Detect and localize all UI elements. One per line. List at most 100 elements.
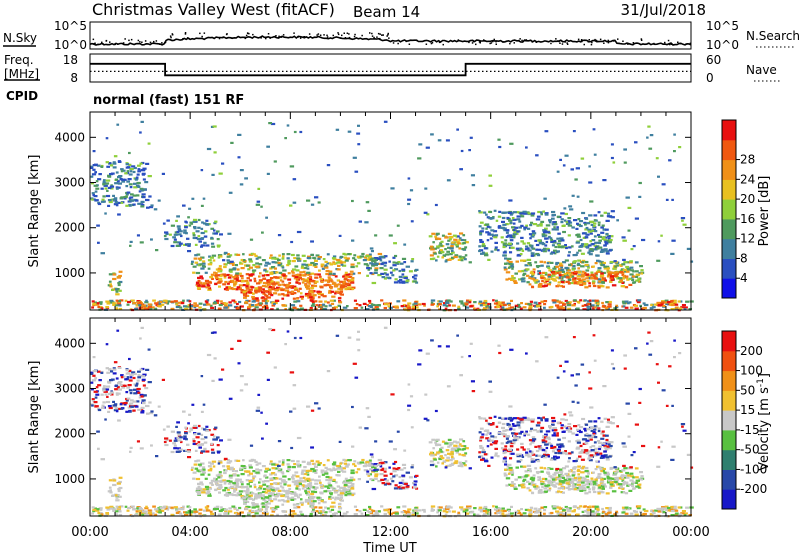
velocity-cell	[293, 498, 297, 501]
power-cell	[588, 214, 593, 217]
power-cell	[105, 306, 109, 309]
velocity-cell	[374, 464, 378, 467]
noise-right-tick-low: 10^0	[706, 38, 739, 52]
power-cell	[268, 288, 272, 292]
power-cell	[544, 227, 548, 230]
power-cell	[533, 279, 537, 282]
power-cell	[683, 308, 687, 311]
velocity-cell	[120, 384, 126, 387]
velocity-cell	[251, 510, 255, 513]
power-cell	[494, 246, 498, 249]
power-cell	[316, 290, 321, 293]
power-cell	[314, 276, 319, 279]
power-cell	[531, 286, 535, 289]
power-cell	[380, 262, 384, 266]
velocity-cell	[368, 505, 372, 509]
power-cell	[126, 303, 130, 306]
power-cell	[628, 283, 633, 286]
power-cell	[256, 200, 261, 203]
velocity-cell	[634, 513, 639, 516]
power-cell	[414, 300, 418, 304]
velocity-cell	[112, 368, 117, 371]
velocity-cell	[102, 389, 106, 392]
power-cell	[669, 302, 674, 305]
power-cell	[277, 261, 281, 264]
velocity-cell	[204, 485, 210, 488]
velocity-cell	[380, 478, 385, 481]
power-cell	[210, 242, 215, 245]
power-cell	[225, 288, 229, 291]
power-cell	[562, 230, 566, 234]
power-cell	[479, 240, 484, 243]
power-cell	[284, 308, 287, 311]
power-cell	[403, 243, 407, 246]
power-cell	[497, 249, 500, 252]
velocity-cell	[229, 476, 233, 479]
power-cell	[609, 277, 614, 280]
velocity-cell	[324, 506, 327, 509]
velocity-cell	[444, 442, 449, 445]
power-cell	[535, 218, 541, 221]
velocity-cell	[266, 487, 271, 490]
power-cell	[560, 277, 564, 280]
velocity-cell	[175, 509, 179, 512]
velocity-cell	[429, 451, 434, 454]
velocity-cell	[261, 480, 265, 483]
power-cell	[529, 271, 535, 274]
power-cell	[593, 244, 597, 247]
power-cell	[92, 302, 97, 305]
power-cell	[478, 302, 482, 305]
velocity-cell	[250, 458, 255, 461]
velocity-cell	[305, 469, 309, 472]
power-cell	[164, 301, 168, 304]
power-cell	[200, 231, 205, 235]
power-cell	[536, 215, 541, 218]
velocity-cell	[244, 507, 249, 510]
power-cell	[239, 261, 242, 264]
power-cell	[161, 172, 165, 175]
power-cell	[532, 223, 538, 226]
power-cell	[579, 283, 584, 286]
power-cell	[100, 165, 104, 168]
velocity-cell	[323, 490, 328, 493]
velocity-cell	[292, 503, 296, 506]
velocity-cell	[401, 474, 406, 477]
power-cell	[538, 302, 542, 305]
noise-point	[144, 40, 147, 42]
power-cell	[312, 280, 315, 283]
noise-point	[502, 41, 504, 43]
power-cell	[236, 253, 241, 256]
power-cell	[140, 161, 145, 165]
power-cell	[562, 303, 566, 306]
power-cell	[464, 246, 468, 249]
velocity-cell	[177, 439, 182, 442]
velocity-cell	[214, 488, 218, 492]
power-cell	[227, 253, 230, 256]
power-cell	[484, 254, 489, 257]
noise-point	[685, 43, 687, 45]
velocity-cell	[209, 467, 213, 470]
power-cell	[228, 191, 233, 194]
power-cell	[434, 237, 440, 240]
velocity-cell	[367, 474, 371, 477]
power-cell	[343, 277, 348, 281]
power-cell	[589, 248, 594, 251]
power-cell	[396, 224, 400, 227]
velocity-cell	[121, 386, 126, 389]
noise-point	[218, 37, 221, 40]
power-cell	[445, 139, 450, 142]
power-cell	[592, 226, 596, 229]
velocity-cell	[252, 477, 255, 480]
power-cell	[132, 302, 136, 305]
noise-point	[483, 40, 486, 42]
power-cell	[378, 304, 381, 307]
velocity-cell	[118, 381, 123, 384]
power-cell	[508, 260, 513, 264]
velocity-cell	[318, 511, 322, 514]
velocity-cell	[194, 467, 199, 470]
noise-point	[337, 32, 339, 34]
velocity-cell	[201, 427, 204, 430]
velocity-cell	[229, 480, 233, 483]
power-cell	[271, 257, 276, 260]
power-cell	[271, 304, 276, 307]
